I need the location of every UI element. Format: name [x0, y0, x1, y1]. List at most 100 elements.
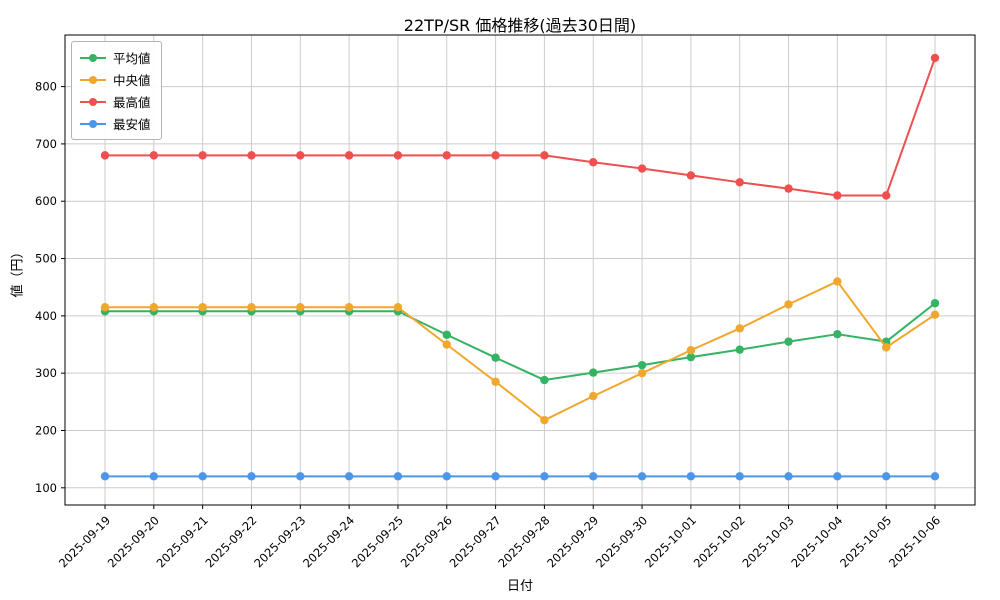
y-tick-label: 300 [35, 366, 57, 380]
y-tick-label: 200 [35, 423, 57, 437]
series-min-point[interactable] [149, 472, 159, 481]
series-median-point[interactable] [540, 415, 549, 425]
series-median-point[interactable] [881, 343, 891, 352]
series-median-point[interactable] [198, 303, 207, 312]
series-mean-point[interactable] [784, 337, 793, 346]
series-max-point[interactable] [735, 178, 744, 187]
legend-item-min[interactable]: 最安値 [80, 115, 151, 132]
series-min-point[interactable] [344, 472, 354, 481]
legend-marker-max-icon [80, 97, 106, 107]
series-max-point[interactable] [930, 53, 940, 63]
x-tick-label: 2025-09-30 [593, 513, 650, 570]
x-tick-label: 2025-09-20 [105, 513, 162, 570]
series-mean-point[interactable] [589, 368, 598, 377]
series-min-point[interactable] [881, 472, 891, 481]
x-tick-label: 2025-10-03 [739, 513, 796, 570]
series-mean-point[interactable] [686, 352, 696, 362]
series-min-point[interactable] [296, 472, 305, 481]
x-tick-label: 2025-09-25 [349, 513, 406, 570]
x-tick-label: 2025-10-06 [886, 513, 943, 570]
series-min-point[interactable] [637, 472, 647, 481]
x-axis-label: 日付 [506, 579, 533, 594]
series-min-point[interactable] [686, 472, 696, 481]
series-mean-point[interactable] [491, 353, 500, 362]
legend-marker-mean-icon [80, 53, 106, 63]
series-min-point[interactable] [833, 472, 842, 481]
series-max-point[interactable] [833, 191, 842, 200]
series-mean-point[interactable] [442, 330, 451, 339]
plot-background [65, 35, 975, 505]
series-mean-point[interactable] [735, 345, 744, 354]
series-median-point[interactable] [589, 391, 598, 401]
y-tick-label: 700 [35, 137, 57, 151]
series-max-point[interactable] [100, 151, 110, 160]
series-min-point[interactable] [100, 472, 110, 481]
legend-label-median: 中央値 [113, 73, 151, 88]
axes-border [64, 34, 976, 506]
series-mean-point[interactable] [833, 329, 842, 339]
series-mean-point[interactable] [637, 360, 647, 370]
series-max-point[interactable] [491, 151, 500, 160]
series-max-point[interactable] [296, 151, 305, 160]
series-median-point[interactable] [686, 346, 696, 355]
x-tick-label: 2025-09-28 [495, 513, 552, 570]
series-min-point[interactable] [735, 472, 744, 481]
series-mean-point[interactable] [540, 375, 549, 385]
series-max-point[interactable] [344, 151, 354, 160]
series-max-point[interactable] [686, 171, 696, 180]
x-tick-label: 2025-10-02 [691, 513, 748, 570]
series-median-point[interactable] [393, 303, 403, 312]
x-tick-label: 2025-09-21 [154, 513, 211, 570]
series-median-point[interactable] [735, 324, 744, 333]
series-min-point[interactable] [784, 472, 793, 481]
series-mean-point[interactable] [930, 299, 940, 308]
y-tick-label: 100 [35, 481, 57, 495]
legend-label-min: 最安値 [113, 117, 151, 132]
series-min-point[interactable] [247, 472, 256, 481]
series-median-point[interactable] [784, 300, 793, 309]
series-min-point[interactable] [540, 472, 549, 481]
series-max-point[interactable] [589, 158, 598, 167]
x-tick-label: 2025-10-05 [837, 513, 894, 570]
series-min-point[interactable] [442, 472, 451, 481]
series-max-point[interactable] [149, 151, 159, 160]
x-tick-label: 2025-09-29 [544, 513, 601, 570]
series-median-point[interactable] [637, 368, 647, 378]
series-min-point[interactable] [198, 472, 207, 481]
series-max-point[interactable] [637, 164, 647, 173]
series-max-point[interactable] [784, 184, 793, 193]
series-median-point[interactable] [247, 303, 256, 312]
series-max-point[interactable] [540, 151, 549, 160]
legend-item-median[interactable]: 中央値 [80, 71, 151, 88]
series-max-line [105, 57, 936, 197]
series-median-point[interactable] [833, 277, 842, 286]
series-max-point[interactable] [881, 191, 891, 200]
y-tick-label: 800 [35, 80, 57, 94]
series-min-point[interactable] [393, 472, 403, 481]
series-median-point[interactable] [296, 303, 305, 312]
x-tick-label: 2025-09-23 [251, 513, 308, 570]
x-tick-label: 2025-10-01 [642, 513, 699, 570]
legend-item-mean[interactable]: 平均値 [80, 49, 151, 66]
series-max-point[interactable] [198, 151, 207, 160]
x-tick-label: 2025-09-27 [447, 513, 504, 570]
series-max-point[interactable] [247, 151, 256, 160]
legend-marker-min-icon [80, 119, 106, 129]
series-median-point[interactable] [149, 303, 159, 312]
series-min-point[interactable] [589, 472, 598, 481]
series-median-point[interactable] [442, 340, 451, 349]
series-median-point[interactable] [930, 310, 940, 319]
series-max-point[interactable] [393, 151, 403, 160]
series-median-point[interactable] [491, 377, 500, 386]
series-min-point[interactable] [491, 472, 500, 481]
series-median-point[interactable] [344, 303, 354, 312]
legend: 平均値中央値最高値最安値 [71, 41, 162, 140]
legend-item-max[interactable]: 最高値 [80, 93, 151, 110]
series-max-point[interactable] [442, 151, 451, 160]
x-tick-label: 2025-09-22 [202, 513, 259, 570]
series-min-point[interactable] [930, 472, 940, 481]
series-median-line [105, 280, 936, 422]
series-median-point[interactable] [100, 303, 110, 312]
